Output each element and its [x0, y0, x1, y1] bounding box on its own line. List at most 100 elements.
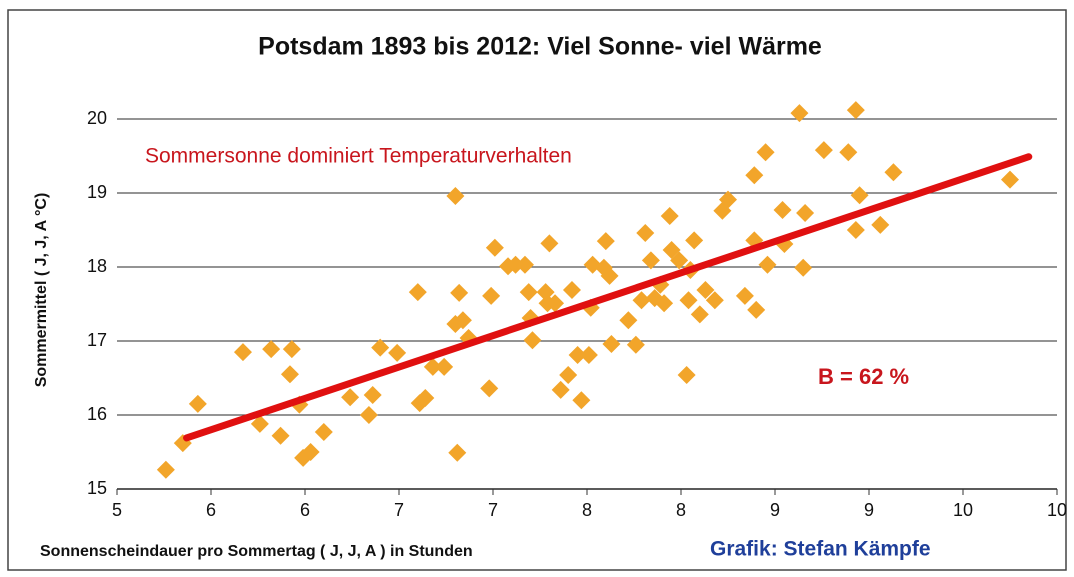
point [670, 251, 689, 270]
point [705, 291, 724, 310]
x-tick-label: 5 [112, 500, 122, 520]
point [690, 305, 709, 324]
point [839, 143, 858, 162]
point [747, 300, 766, 319]
point [794, 258, 813, 277]
point [523, 331, 542, 350]
x-tick-label: 6 [206, 500, 216, 520]
annotation: B = 62 % [818, 364, 909, 389]
point [758, 255, 777, 274]
chart-title: Potsdam 1893 bis 2012: Viel Sonne- viel … [258, 33, 822, 61]
point [660, 206, 679, 225]
point [677, 366, 696, 385]
point [423, 357, 442, 376]
point [408, 283, 427, 302]
point [271, 426, 290, 445]
point [156, 460, 175, 479]
point [679, 291, 698, 310]
point [515, 255, 534, 274]
point [551, 380, 570, 399]
chart-frame [7, 9, 1067, 571]
x-tick-label: 9 [770, 500, 780, 520]
point [363, 386, 382, 405]
point [871, 215, 890, 234]
point [453, 311, 472, 330]
point [579, 346, 598, 365]
y-tick-label: 19 [87, 182, 107, 202]
credit: Grafik: Stefan Kämpfe [710, 538, 931, 561]
point [626, 335, 645, 354]
point [850, 186, 869, 205]
point [632, 291, 651, 310]
point [568, 346, 587, 365]
x-tick-label: 7 [488, 500, 498, 520]
point [641, 251, 660, 270]
point [540, 234, 559, 253]
point [482, 286, 501, 305]
point [796, 203, 815, 222]
point [814, 141, 833, 160]
x-tick-label: 10 [1047, 500, 1067, 520]
point [756, 143, 775, 162]
point [371, 338, 390, 357]
point [662, 240, 681, 259]
point [773, 201, 792, 220]
point [735, 286, 754, 305]
point [536, 283, 555, 302]
point [280, 365, 299, 384]
point [314, 423, 333, 442]
point [884, 163, 903, 182]
point [282, 340, 301, 359]
point [450, 283, 469, 302]
y-axis-label: Sommermittel ( J, J, A °C) [33, 193, 50, 388]
point [846, 101, 865, 120]
point [546, 294, 565, 313]
point [506, 255, 525, 274]
point [480, 379, 499, 398]
point [519, 283, 538, 302]
x-tick-label: 6 [300, 500, 310, 520]
point [341, 388, 360, 407]
point [1001, 170, 1019, 189]
y-tick-label: 17 [87, 330, 107, 350]
point [250, 414, 269, 433]
point [600, 266, 619, 285]
x-tick-label: 9 [864, 500, 874, 520]
point [846, 221, 865, 239]
point [745, 166, 764, 185]
point [416, 388, 435, 407]
x-axis-label: Sonnenscheindauer pro Sommertag ( J, J, … [40, 543, 473, 560]
y-tick-label: 18 [87, 256, 107, 276]
point [562, 280, 581, 299]
point [559, 366, 578, 385]
x-tick-label: 10 [953, 500, 973, 520]
point [435, 357, 454, 376]
point [359, 406, 378, 424]
trend-line [183, 153, 1033, 442]
point [685, 231, 704, 250]
point [262, 340, 281, 359]
x-tick-label: 8 [582, 500, 592, 520]
x-tick-label: 7 [394, 500, 404, 520]
point [446, 186, 465, 205]
point [619, 311, 638, 330]
point [790, 104, 809, 123]
point [448, 443, 467, 462]
point [719, 190, 737, 209]
point [596, 232, 615, 251]
point [188, 394, 207, 413]
point [485, 238, 504, 257]
x-tick-label: 8 [676, 500, 686, 520]
point [636, 223, 655, 242]
point [696, 280, 715, 299]
point [388, 343, 407, 362]
annotation: Sommersonne dominiert Temperaturverhalte… [145, 145, 572, 168]
y-tick-label: 15 [87, 478, 107, 498]
point [301, 443, 320, 461]
point [233, 343, 252, 362]
point [572, 391, 591, 410]
y-tick-label: 16 [87, 404, 107, 424]
point [655, 294, 674, 313]
point [602, 334, 621, 353]
